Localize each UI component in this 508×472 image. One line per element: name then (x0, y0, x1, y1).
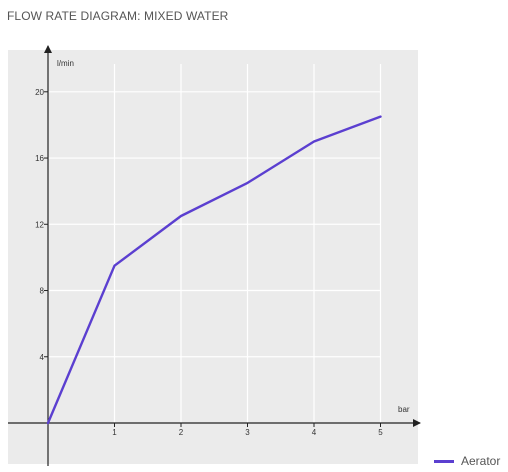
y-tick-label: 20 (35, 88, 44, 97)
y-axis-label: l/min (57, 59, 74, 68)
y-tick-label: 4 (40, 353, 45, 362)
x-tick-label: 4 (312, 428, 317, 437)
x-tick-label: 3 (245, 428, 250, 437)
y-tick-label: 16 (35, 154, 44, 163)
plot-area (8, 50, 418, 464)
grid (48, 64, 382, 423)
series-line-aerator (46, 115, 382, 425)
chart-title: FLOW RATE DIAGRAM: MIXED WATER (7, 9, 229, 23)
series-layer (46, 115, 382, 425)
legend-swatch-aerator (434, 459, 454, 463)
y-tick-label: 8 (40, 287, 45, 296)
x-axis-label: bar (398, 405, 410, 414)
legend-label-aerator: Aerator (461, 454, 501, 468)
x-tick-label: 1 (112, 428, 117, 437)
y-tick-label: 12 (35, 220, 44, 229)
x-tick-label: 2 (179, 428, 184, 437)
axes (8, 45, 421, 466)
x-tick-label: 5 (378, 428, 383, 437)
legend: Aerator (434, 454, 500, 468)
